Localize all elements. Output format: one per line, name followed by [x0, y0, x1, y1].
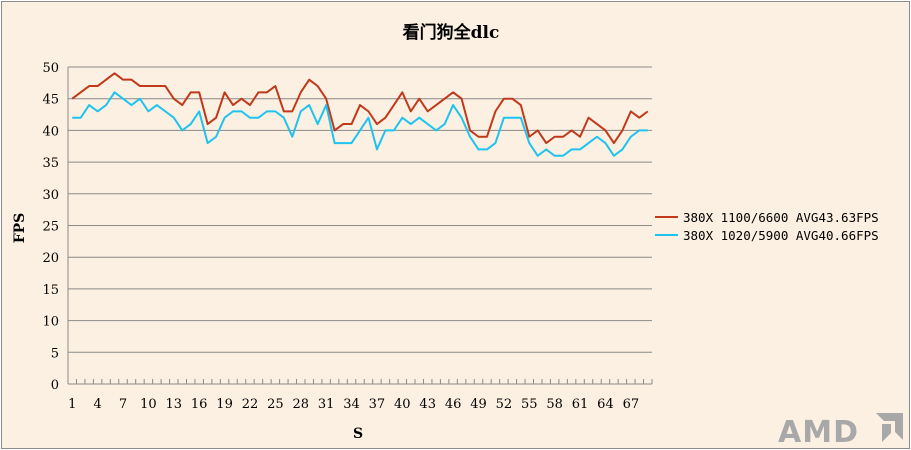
- y-tick-label: 35: [42, 156, 59, 171]
- y-axis-title: FPS: [12, 213, 28, 244]
- series-line-1: [71, 72, 649, 145]
- x-tick-label: 19: [216, 397, 233, 412]
- x-tick-label: 28: [292, 397, 309, 412]
- y-tick-label: 30: [42, 188, 59, 203]
- x-tick-label: 61: [572, 397, 589, 412]
- y-tick-label: 45: [42, 93, 59, 108]
- x-tick-label: 46: [445, 397, 462, 412]
- x-tick-label: 13: [166, 397, 183, 412]
- y-tick-label: 40: [42, 124, 59, 139]
- x-tick-label: 25: [267, 397, 284, 412]
- y-tick-label: 10: [42, 315, 59, 330]
- chart-title: 看门狗全dlc: [402, 22, 500, 43]
- x-tick-label: 10: [140, 397, 157, 412]
- y-tick-label: 50: [42, 61, 59, 76]
- series-line-2: [72, 91, 648, 157]
- x-tick-label: 40: [394, 397, 411, 412]
- y-tick-label: 20: [42, 251, 59, 266]
- gridlines: [67, 66, 652, 385]
- x-tick-label: 64: [597, 397, 614, 412]
- x-axis-title: S: [353, 426, 363, 442]
- x-tick-label: 7: [119, 397, 127, 412]
- y-tick-label: 0: [51, 378, 59, 393]
- x-tick-label: 52: [496, 397, 513, 412]
- amd-logo: AMD: [778, 413, 903, 448]
- x-tick-label: 22: [242, 397, 259, 412]
- y-tick-labels: 0 5 10 15 20 25 30 35 40 45 50: [42, 61, 59, 393]
- x-tick-label: 55: [521, 397, 538, 412]
- series-lines: [71, 72, 649, 157]
- y-tick-label: 25: [42, 220, 59, 235]
- x-tick-label: 43: [419, 397, 436, 412]
- x-tick-label: 34: [343, 397, 360, 412]
- x-tick-label: 16: [191, 397, 208, 412]
- y-tick-label: 15: [42, 283, 59, 298]
- legend: 380X 1100/6600 AVG43.63FPS 380X 1020/5900…: [655, 210, 879, 243]
- y-tick-label: 5: [51, 346, 59, 361]
- x-tick-label: 37: [369, 397, 386, 412]
- x-tick-label: 58: [546, 397, 563, 412]
- legend-label-2: 380X 1020/5900 AVG40.66FPS: [683, 228, 879, 243]
- x-tick-label: 1: [68, 397, 76, 412]
- x-tick-label: 49: [470, 397, 487, 412]
- x-ticks: 1 4 7 10 13 16 19 22 25 28 31 34 37 40 43 46 49 52 55 58 61 6…: [67, 379, 653, 412]
- amd-logo-text: AMD: [778, 415, 859, 448]
- x-tick-label: 4: [93, 397, 101, 412]
- legend-label-1: 380X 1100/6600 AVG43.63FPS: [683, 210, 879, 225]
- x-tick-label: 31: [318, 397, 335, 412]
- x-tick-label: 67: [623, 397, 640, 412]
- amd-arrow-icon: [876, 413, 903, 442]
